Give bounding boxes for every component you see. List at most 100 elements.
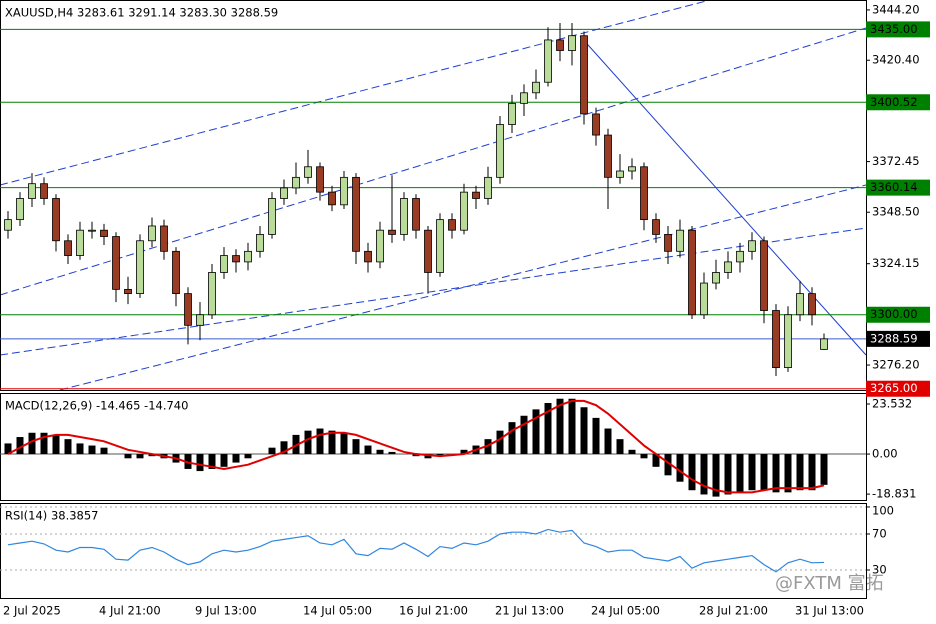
watermark: @FXTM 富拓 (775, 573, 884, 594)
level-label: 3288.59 (870, 331, 918, 345)
panel-title: RSI(14) 38.3857 (5, 509, 99, 523)
macd-bar (760, 454, 768, 491)
macd-bar (28, 432, 36, 455)
level-label-box (866, 179, 930, 196)
candle-body (484, 176, 492, 199)
candle-body (628, 166, 636, 172)
candle-body (40, 183, 48, 199)
macd-bar (640, 454, 648, 459)
x-tick-label: 21 Jul 13:00 (495, 604, 564, 618)
macd-bar (412, 454, 420, 457)
candle-body (112, 236, 120, 290)
candle-body (652, 219, 660, 235)
signal-line (7, 399, 825, 494)
macd-bar (304, 430, 312, 455)
macd-bar (376, 449, 384, 455)
candle-body (532, 81, 540, 94)
x-tick-label: 4 Jul 21:00 (99, 604, 161, 618)
macd-bar (244, 454, 252, 459)
macd-bar (40, 432, 48, 455)
candle-body (520, 92, 528, 104)
macd-bar (616, 439, 624, 455)
y-tick-label: 3444.20 (872, 2, 920, 16)
candle-body (748, 240, 756, 252)
x-tick-label: 16 Jul 21:00 (399, 604, 468, 618)
macd-bar (436, 454, 444, 457)
candle-body (124, 288, 132, 295)
candle-body (568, 35, 576, 51)
macd-bar (724, 454, 732, 495)
candle-body (160, 225, 168, 252)
candle-body (208, 272, 216, 316)
macd-bar (424, 454, 432, 459)
candle-body (292, 176, 300, 189)
macd-bar (628, 449, 636, 455)
macd-bar (796, 454, 804, 491)
candle-body (196, 314, 204, 326)
level-label: 3265.00 (870, 381, 918, 395)
macd-bar (484, 439, 492, 455)
candle-body (640, 166, 648, 221)
candle-body (148, 225, 156, 242)
y-tick-label: 30 (872, 562, 887, 576)
macd-bar (76, 443, 84, 455)
candle-body (448, 219, 456, 231)
macd-bar (88, 445, 96, 455)
candle-body (412, 198, 420, 231)
x-tick-label: 31 Jul 13:00 (795, 604, 864, 618)
macd-bar (712, 454, 720, 497)
macd-bar (208, 454, 216, 469)
macd-bar (652, 454, 660, 467)
level-label-box (866, 330, 930, 347)
panel-frame (0, 393, 867, 501)
macd-bar (64, 439, 72, 455)
channel-line (0, 0, 711, 186)
panel-title: MACD(12,26,9) -14.465 -14.740 (5, 399, 188, 413)
candle-body (328, 191, 336, 206)
candle-body (364, 250, 372, 263)
macd-bar (388, 451, 396, 455)
macd-bar (280, 441, 288, 455)
y-tick-label: 0.00 (872, 447, 898, 461)
candle-body (184, 293, 192, 326)
candle-body (400, 198, 408, 235)
macd-bar (220, 454, 228, 467)
rsi-line (7, 528, 825, 573)
y-tick-label: 70 (872, 526, 887, 540)
macd-bar (148, 454, 156, 457)
macd-bar (544, 402, 552, 455)
x-tick-label: 14 Jul 05:00 (303, 604, 372, 618)
candle-body (256, 234, 264, 252)
x-tick-label: 24 Jul 05:00 (591, 604, 660, 618)
macd-bar (352, 439, 360, 455)
candle-body (544, 39, 552, 83)
x-tick-label: 2 Jul 2025 (3, 604, 61, 618)
macd-bar (700, 454, 708, 495)
x-tick-label: 28 Jul 21:00 (699, 604, 768, 618)
candle-body (52, 198, 60, 242)
macd-bar (676, 454, 684, 482)
candle-body (76, 229, 84, 256)
candle-body (340, 176, 348, 206)
level-label-box (866, 94, 930, 111)
y-tick-label: 3324.15 (872, 256, 920, 270)
level-label: 3435.00 (870, 22, 918, 36)
candle-body (820, 338, 828, 350)
candle-body (460, 191, 468, 231)
macd-bar (268, 447, 276, 455)
candle-body (796, 293, 804, 316)
macd-bar (568, 398, 576, 455)
candle-body (760, 240, 768, 311)
macd-bar (364, 445, 372, 455)
candle-body (232, 255, 240, 263)
candle-body (580, 35, 588, 115)
candle-body (436, 219, 444, 273)
candle-body (16, 198, 24, 221)
macd-bar (784, 454, 792, 493)
candle-body (304, 166, 312, 178)
candle-body (496, 124, 504, 178)
macd-bar (520, 415, 528, 455)
level-label: 3400.52 (870, 95, 918, 109)
candle-body (136, 240, 144, 295)
